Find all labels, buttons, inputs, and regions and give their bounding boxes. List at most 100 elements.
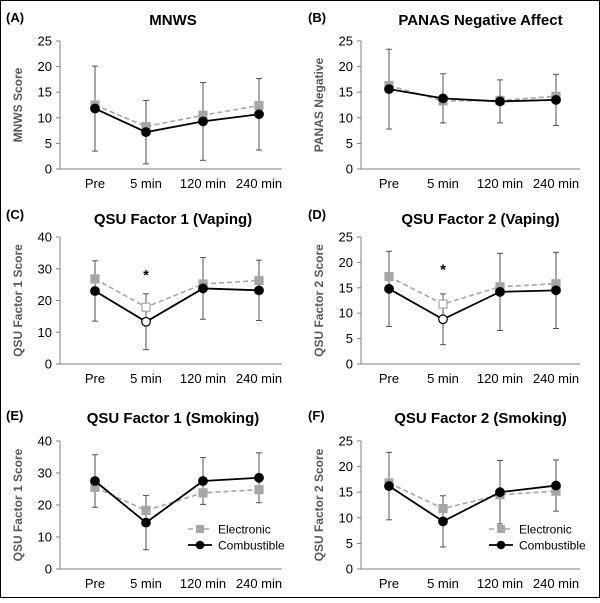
x-tick-label: 5 min <box>130 576 162 591</box>
x-tick-label: Pre <box>379 371 399 386</box>
legend-marker-electronic <box>196 525 204 533</box>
data-point-combustible <box>495 96 505 107</box>
data-point-combustible <box>551 285 561 296</box>
data-point-combustible <box>495 286 505 297</box>
data-point-combustible <box>90 103 100 114</box>
data-point-combustible <box>438 93 448 104</box>
significance-marker: * <box>440 261 446 278</box>
x-tick-label: 120 min <box>477 176 523 191</box>
data-point-combustible <box>254 472 264 483</box>
series-line-electronic <box>388 482 557 510</box>
chart-panel-e: (E) QSU Factor 1 (Smoking) QSU Factor 1 Sc… <box>6 408 285 603</box>
data-point-combustible <box>551 480 561 491</box>
x-tick-label: 120 min <box>477 576 523 591</box>
y-axis-label: MNWS Score <box>11 67 25 142</box>
data-point-combustible <box>90 476 100 486</box>
y-tick-label: 20 <box>339 59 353 74</box>
y-axis-label: QSU Factor 1 Score <box>11 244 25 357</box>
x-tick-label: 120 min <box>180 576 226 591</box>
y-tick-label: 25 <box>38 34 52 49</box>
panel-label: (E) <box>6 408 23 423</box>
y-axis-label: PANAS Negative <box>312 57 326 152</box>
x-tick-label: 240 min <box>533 176 579 191</box>
legend-label-electronic: Electronic <box>519 523 572 537</box>
legend-marker-electronic <box>497 525 505 533</box>
data-point-combustible <box>384 283 394 294</box>
data-point-combustible <box>438 314 448 325</box>
data-point-combustible <box>141 127 151 138</box>
y-tick-label: 40 <box>38 434 52 449</box>
significance-marker: * <box>143 267 149 284</box>
x-tick-label: 5 min <box>427 176 459 191</box>
chart-title: QSU Factor 1 (Smoking) <box>87 410 260 427</box>
x-tick-label: 240 min <box>533 371 579 386</box>
y-tick-label: 10 <box>38 110 52 125</box>
data-point-electronic <box>438 299 448 309</box>
chart-panel-a: (A) MNWS MNWS Score 0 5 10 15 20 25 Pre 5 min 120 m… <box>6 10 282 191</box>
y-tick-label: 0 <box>45 562 52 577</box>
y-tick-label: 5 <box>45 136 52 151</box>
y-tick-label: 25 <box>339 434 353 449</box>
x-tick-label: Pre <box>379 576 399 591</box>
y-tick-label: 5 <box>346 536 353 551</box>
y-tick-label: 5 <box>346 331 353 346</box>
chart-title: PANAS Negative Affect <box>398 12 562 29</box>
chart-panel-f: (F) QSU Factor 2 (Smoking) QSU Factor 2 Sc… <box>308 408 586 603</box>
y-tick-label: 10 <box>38 530 52 545</box>
data-point-combustible <box>141 517 151 528</box>
chart-title: QSU Factor 1 (Vaping) <box>94 211 252 228</box>
data-point-electronic <box>141 505 151 516</box>
y-axis-label: QSU Factor 2 Score <box>312 448 326 561</box>
data-point-electronic <box>198 488 208 498</box>
legend-marker-combustible <box>195 540 205 550</box>
y-tick-label: 10 <box>339 510 353 525</box>
panel-label: (B) <box>308 10 326 25</box>
series-line-combustible <box>94 107 260 134</box>
y-tick-label: 15 <box>339 485 353 500</box>
y-tick-label: 15 <box>339 280 353 295</box>
y-tick-label: 20 <box>339 255 353 270</box>
panel-label: (D) <box>308 207 326 222</box>
data-point-combustible <box>141 316 151 327</box>
data-point-combustible <box>384 481 394 491</box>
legend-label-combustible: Combustible <box>519 539 586 553</box>
x-tick-label: Pre <box>85 576 105 591</box>
x-tick-label: 120 min <box>180 371 226 386</box>
y-tick-label: 0 <box>45 162 52 177</box>
x-tick-label: 5 min <box>427 576 459 591</box>
data-point-combustible <box>438 516 448 527</box>
y-tick-label: 0 <box>346 357 353 372</box>
y-tick-label: 10 <box>38 325 52 340</box>
data-point-electronic <box>141 302 151 312</box>
series-line-combustible <box>94 287 260 323</box>
chart-panel-d: (D) QSU Factor 2 (Vaping) QSU Factor 2 Sco… <box>308 207 580 386</box>
chart-panel-c: (C) QSU Factor 1 (Vaping) QSU Factor 1 Sco… <box>6 207 282 386</box>
data-point-electronic <box>384 272 394 282</box>
y-tick-label: 10 <box>339 110 353 125</box>
y-tick-label: 30 <box>38 466 52 481</box>
x-tick-label: Pre <box>379 176 399 191</box>
x-tick-label: Pre <box>85 176 105 191</box>
y-tick-label: 10 <box>339 306 353 321</box>
chart-title: QSU Factor 2 (Smoking) <box>394 410 567 427</box>
y-tick-label: 15 <box>339 85 353 100</box>
series-line-electronic <box>94 278 260 309</box>
y-tick-label: 30 <box>38 261 52 276</box>
chart-title: QSU Factor 2 (Vaping) <box>401 211 559 228</box>
data-point-combustible <box>198 476 208 486</box>
data-point-electronic <box>254 485 264 495</box>
data-point-electronic <box>254 275 264 286</box>
data-point-combustible <box>254 109 264 120</box>
legend-label-electronic: Electronic <box>218 523 271 537</box>
y-tick-label: 0 <box>346 562 353 577</box>
y-axis-label: QSU Factor 1 Score <box>11 448 25 561</box>
series-line-electronic <box>388 275 557 305</box>
series-line-electronic <box>94 104 260 128</box>
y-tick-label: 20 <box>339 459 353 474</box>
data-point-electronic <box>438 503 448 514</box>
y-tick-label: 15 <box>38 85 52 100</box>
y-tick-label: 0 <box>45 357 52 372</box>
